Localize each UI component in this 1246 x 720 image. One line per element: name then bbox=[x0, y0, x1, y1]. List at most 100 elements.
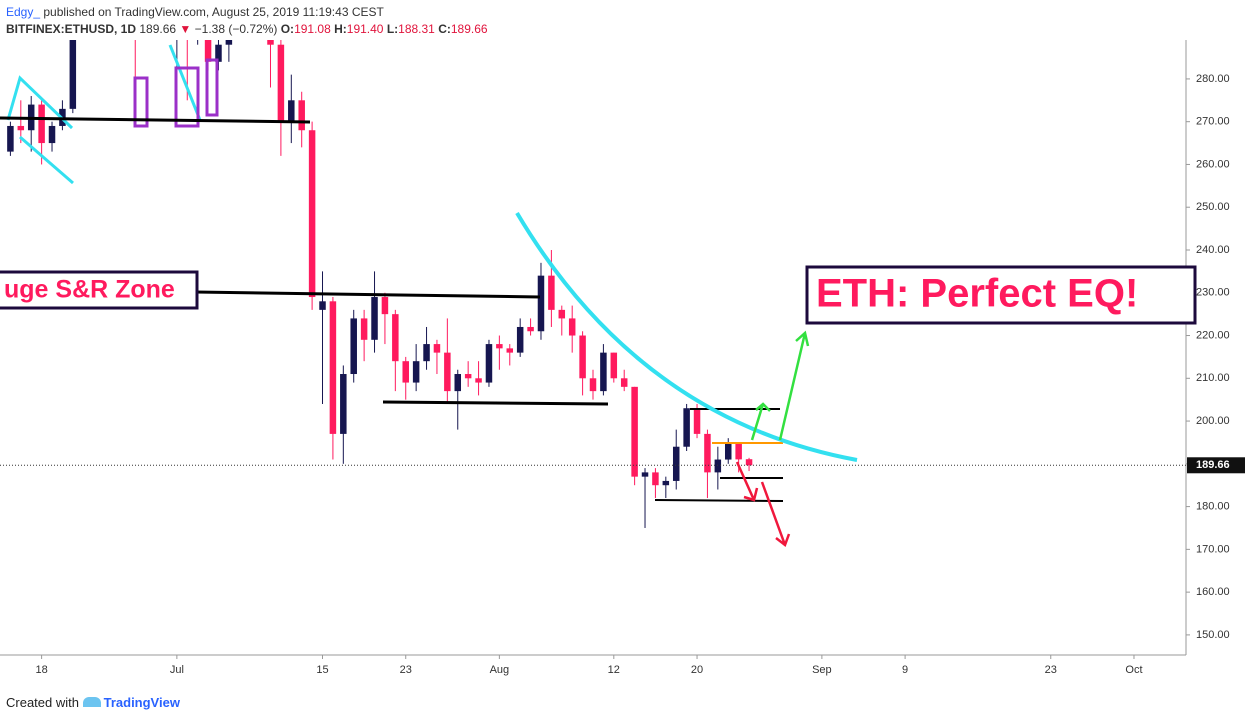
candle-body bbox=[693, 408, 701, 434]
candle-body bbox=[69, 40, 77, 109]
candle-body bbox=[714, 459, 722, 473]
l-value: 188.31 bbox=[398, 22, 435, 36]
published: published on TradingView.com, August 25,… bbox=[43, 5, 384, 19]
h-label: H: bbox=[334, 22, 347, 36]
candle-body bbox=[444, 352, 451, 392]
candle-body bbox=[704, 433, 711, 473]
candle-body bbox=[225, 40, 233, 45]
y-tick-label: 250.00 bbox=[1196, 201, 1230, 213]
x-tick-label: 15 bbox=[316, 664, 328, 676]
h-value: 191.40 bbox=[346, 22, 384, 36]
y-tick-label: 270.00 bbox=[1196, 116, 1230, 128]
change: −1.38 (−0.72%) bbox=[194, 22, 278, 36]
candle-body bbox=[620, 378, 628, 387]
candle-body bbox=[724, 442, 732, 460]
candle-body bbox=[7, 125, 14, 152]
candle-body bbox=[381, 297, 389, 315]
candle-body bbox=[568, 318, 576, 336]
candle-body bbox=[38, 104, 45, 144]
annotation-box bbox=[0, 270, 199, 310]
candle-body bbox=[464, 374, 472, 379]
candle-body bbox=[537, 275, 545, 332]
candle-body bbox=[319, 301, 326, 310]
x-tick-label: 23 bbox=[400, 664, 412, 676]
brand-text[interactable]: TradingView bbox=[103, 695, 180, 710]
candle-body bbox=[350, 318, 357, 375]
symbol: BITFINEX:ETHUSD, 1D bbox=[6, 22, 137, 36]
y-tick-label: 200.00 bbox=[1196, 415, 1230, 427]
annotation: ETH: Perfect EQ! bbox=[816, 272, 1138, 316]
x-tick-label: 20 bbox=[691, 664, 703, 676]
candle-body bbox=[527, 326, 534, 332]
candle-body bbox=[402, 361, 409, 383]
y-tick-label: 180.00 bbox=[1196, 501, 1230, 513]
x-tick-label: 9 bbox=[902, 664, 908, 676]
x-tick-label: Sep bbox=[812, 664, 832, 676]
candle-body bbox=[662, 480, 670, 486]
candle-body bbox=[652, 472, 659, 486]
candle-body bbox=[548, 275, 555, 310]
annotation-box bbox=[805, 265, 1197, 325]
candle-body bbox=[506, 348, 514, 353]
candle-body bbox=[194, 0, 201, 32]
candle-body bbox=[683, 408, 690, 447]
candle-body bbox=[267, 40, 274, 45]
arrow: ▼ bbox=[179, 22, 192, 36]
candle-body bbox=[579, 335, 586, 379]
y-tick-label: 220.00 bbox=[1196, 329, 1230, 341]
x-tick-label: 18 bbox=[35, 664, 47, 676]
c-value: 189.66 bbox=[450, 22, 488, 36]
candle-body bbox=[288, 100, 295, 122]
candle-body bbox=[589, 378, 597, 392]
candle-body bbox=[277, 44, 285, 122]
candle-body bbox=[672, 446, 680, 481]
o-label: O: bbox=[280, 22, 295, 36]
x-tick-label: Oct bbox=[1125, 664, 1142, 676]
candle-body bbox=[371, 297, 378, 340]
candle-body bbox=[558, 309, 566, 319]
footer: Created with TradingView bbox=[6, 695, 180, 710]
y-tick-label: 240.00 bbox=[1196, 244, 1230, 256]
candle-body bbox=[360, 318, 368, 340]
candle-body bbox=[17, 125, 25, 131]
candle-body bbox=[215, 44, 222, 62]
l-label: L: bbox=[386, 22, 399, 36]
c-label: C: bbox=[438, 22, 451, 36]
y-tick-label: 150.00 bbox=[1196, 629, 1230, 641]
x-tick-label: 12 bbox=[608, 664, 620, 676]
candle-body bbox=[308, 130, 316, 298]
y-tick-label: 170.00 bbox=[1196, 543, 1230, 555]
last: 189.66 bbox=[139, 22, 177, 36]
candle-body bbox=[485, 344, 493, 383]
annotation: uge S&R Zone bbox=[4, 276, 175, 304]
candle-body bbox=[392, 314, 399, 362]
candle-body bbox=[236, 0, 243, 10]
y-tick-label: 160.00 bbox=[1196, 586, 1230, 598]
candle-body bbox=[610, 352, 618, 379]
candle-body bbox=[163, 0, 170, 28]
candles bbox=[7, 0, 753, 528]
candle-body bbox=[80, 0, 87, 10]
chart: 150.00160.00170.00180.00190.00200.00210.… bbox=[0, 0, 1245, 676]
candle-body bbox=[132, 0, 139, 15]
candle-body bbox=[745, 459, 753, 466]
last-price-label: 189.66 bbox=[1196, 459, 1230, 471]
x-tick-label: Aug bbox=[490, 664, 510, 676]
created: Created with bbox=[6, 695, 79, 710]
candle-body bbox=[433, 344, 441, 353]
candle-body bbox=[48, 125, 56, 144]
author[interactable]: Edgy_ bbox=[6, 5, 41, 19]
candle-body bbox=[475, 378, 482, 383]
header-line-1: Edgy_ published on TradingView.com, Augu… bbox=[6, 5, 384, 19]
candle-body bbox=[641, 472, 649, 477]
y-tick-label: 210.00 bbox=[1196, 372, 1230, 384]
candle-body bbox=[631, 386, 638, 477]
candle-body bbox=[600, 352, 607, 392]
o-value: 191.08 bbox=[294, 22, 331, 36]
brand[interactable]: TradingView bbox=[82, 695, 180, 710]
candle-body bbox=[204, 40, 212, 62]
candle-body bbox=[412, 361, 420, 383]
candle-body bbox=[174, 15, 181, 28]
candle-body bbox=[454, 374, 462, 392]
